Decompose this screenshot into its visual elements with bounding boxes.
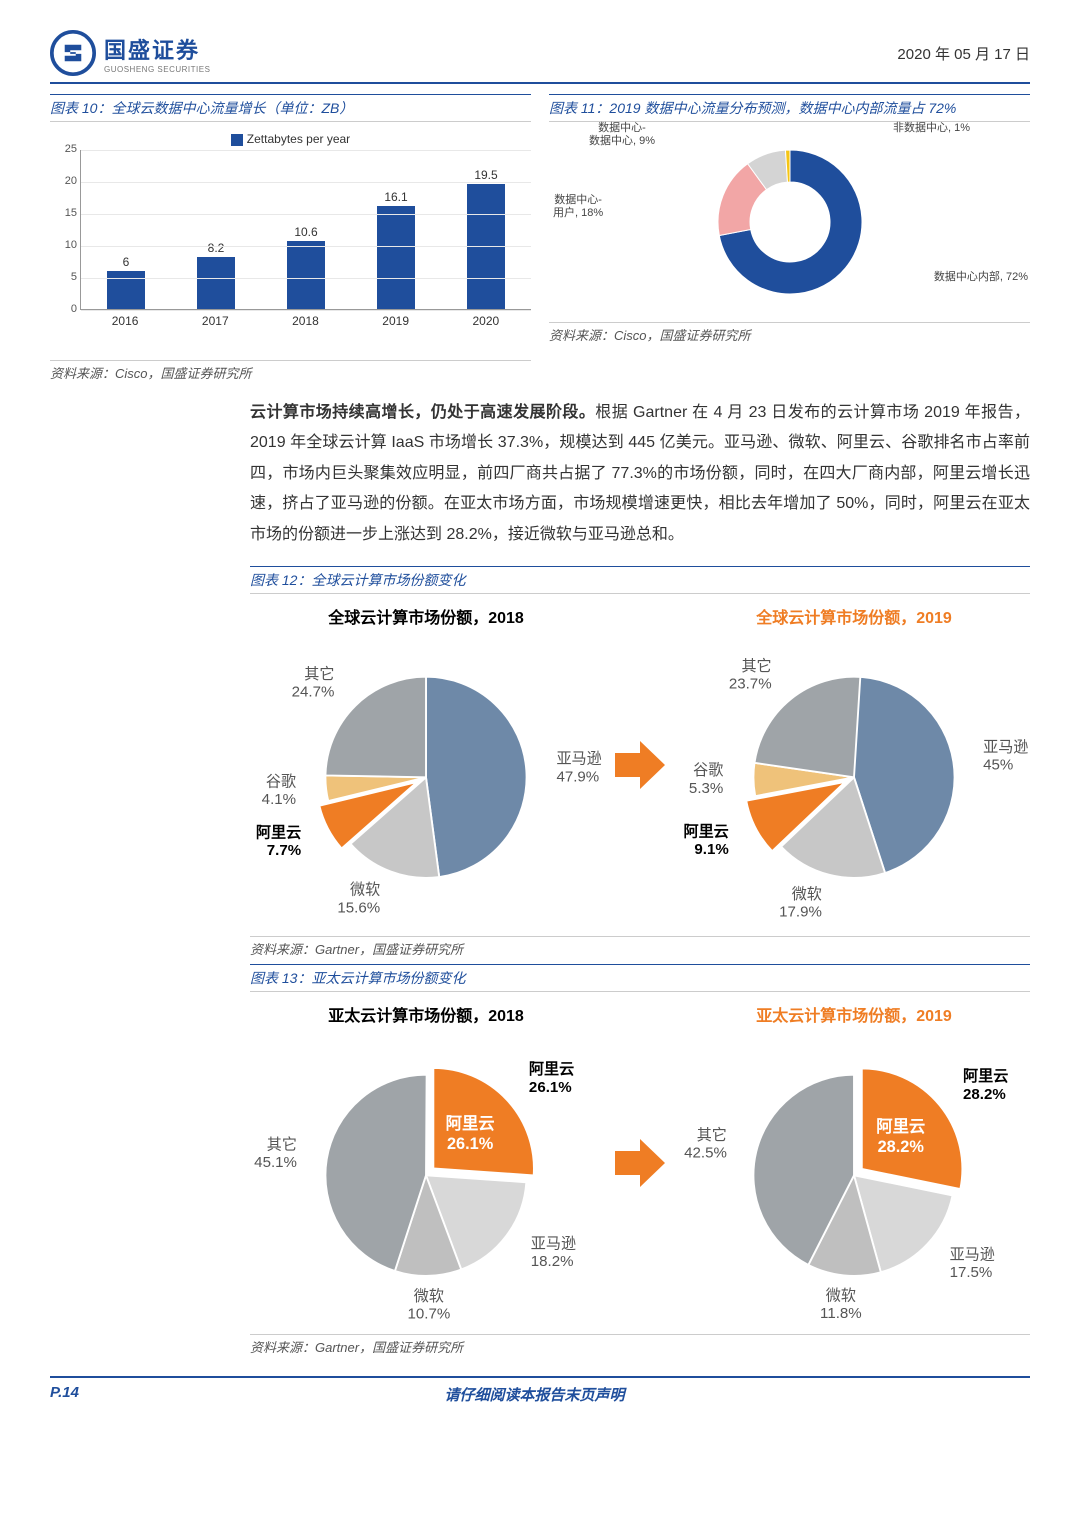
svg-text:9.1%: 9.1% xyxy=(694,841,729,858)
logo: 国盛证券 GUOSHENG SECURITIES xyxy=(50,30,210,76)
chart10: Zettabytes per year 051015202568.210.616… xyxy=(50,122,531,360)
svg-text:5.3%: 5.3% xyxy=(689,780,723,797)
svg-text:45%: 45% xyxy=(983,756,1013,773)
company-name-cn: 国盛证券 xyxy=(104,33,210,65)
svg-text:其它: 其它 xyxy=(697,1126,727,1144)
svg-text:谷歌: 谷歌 xyxy=(693,762,723,779)
svg-text:阿里云: 阿里云 xyxy=(876,1118,925,1136)
footer-notice: 请仔细阅读本报告末页声明 xyxy=(444,1384,624,1405)
svg-text:42.5%: 42.5% xyxy=(684,1144,727,1161)
chart10-source: 资料来源：Cisco，国盛证券研究所 xyxy=(50,360,531,382)
company-name-en: GUOSHENG SECURITIES xyxy=(104,65,210,74)
svg-text:24.7%: 24.7% xyxy=(292,684,335,701)
svg-text:微软: 微软 xyxy=(350,882,380,899)
svg-text:阿里云: 阿里云 xyxy=(963,1068,1008,1085)
chart11: 数据中心内部, 72%数据中心-用户, 18%数据中心-数据中心, 9%非数据中… xyxy=(549,122,1030,322)
svg-text:微软: 微软 xyxy=(792,886,822,903)
chart11-title: 图表 11：2019 数据中心流量分布预测，数据中心内部流量占 72% xyxy=(549,94,1030,122)
chart10-title: 图表 10：全球云数据中心流量增长（单位：ZB） xyxy=(50,94,531,122)
page-footer: P.14 请仔细阅读本报告末页声明 xyxy=(50,1376,1030,1411)
svg-text:微软: 微软 xyxy=(826,1287,856,1304)
svg-text:4.1%: 4.1% xyxy=(262,791,296,808)
chart12-title: 图表 12：全球云计算市场份额变化 xyxy=(250,566,1030,594)
svg-text:亚马逊: 亚马逊 xyxy=(983,739,1028,756)
svg-text:亚马逊: 亚马逊 xyxy=(950,1247,995,1264)
svg-text:26.1%: 26.1% xyxy=(529,1079,572,1096)
svg-text:47.9%: 47.9% xyxy=(556,768,599,785)
svg-text:11.8%: 11.8% xyxy=(820,1305,862,1321)
svg-text:阿里云: 阿里云 xyxy=(446,1115,495,1133)
body-paragraph: 云计算市场持续高增长，仍处于高速发展阶段。根据 Gartner 在 4 月 23… xyxy=(250,398,1030,550)
svg-text:17.5%: 17.5% xyxy=(950,1264,993,1281)
svg-text:阿里云: 阿里云 xyxy=(529,1061,574,1078)
chart10-legend: Zettabytes per year xyxy=(247,132,350,146)
chart13-source: 资料来源：Gartner，国盛证券研究所 xyxy=(250,1334,1030,1356)
svg-text:7.7%: 7.7% xyxy=(267,842,302,859)
paragraph-lead: 云计算市场持续高增长，仍处于高速发展阶段。 xyxy=(250,404,595,421)
svg-text:45.1%: 45.1% xyxy=(254,1154,297,1171)
svg-text:18.2%: 18.2% xyxy=(531,1253,574,1270)
chart12-source: 资料来源：Gartner，国盛证券研究所 xyxy=(250,936,1030,958)
svg-text:26.1%: 26.1% xyxy=(447,1135,494,1153)
svg-text:其它: 其它 xyxy=(741,657,771,675)
svg-text:23.7%: 23.7% xyxy=(729,675,772,692)
chart12: 全球云计算市场份额，2018亚马逊47.9%微软15.6%阿里云7.7%谷歌4.… xyxy=(250,594,1030,936)
chart13-title: 图表 13：亚太云计算市场份额变化 xyxy=(250,964,1030,992)
logo-icon xyxy=(50,30,96,76)
paragraph-text: 根据 Gartner 在 4 月 23 日发布的云计算市场 2019 年报告，2… xyxy=(250,404,1030,543)
svg-text:17.9%: 17.9% xyxy=(779,904,822,921)
svg-text:其它: 其它 xyxy=(304,665,334,683)
svg-text:10.7%: 10.7% xyxy=(407,1306,450,1322)
svg-text:阿里云: 阿里云 xyxy=(684,824,729,841)
svg-text:微软: 微软 xyxy=(414,1288,444,1305)
chart11-source: 资料来源：Cisco，国盛证券研究所 xyxy=(549,322,1030,344)
chart13: 亚太云计算市场份额，2018阿里云26.1%阿里云26.1%亚马逊18.2%微软… xyxy=(250,992,1030,1334)
svg-text:28.2%: 28.2% xyxy=(963,1086,1006,1103)
page-number: P.14 xyxy=(50,1384,79,1405)
svg-text:15.6%: 15.6% xyxy=(337,899,380,916)
page-header: 国盛证券 GUOSHENG SECURITIES 2020 年 05 月 17 … xyxy=(50,30,1030,84)
report-date: 2020 年 05 月 17 日 xyxy=(897,43,1030,64)
svg-text:亚马逊: 亚马逊 xyxy=(531,1236,576,1253)
svg-text:阿里云: 阿里云 xyxy=(256,824,301,841)
svg-text:亚马逊: 亚马逊 xyxy=(556,751,601,768)
svg-text:谷歌: 谷歌 xyxy=(266,774,296,791)
svg-text:其它: 其它 xyxy=(267,1136,297,1154)
svg-text:28.2%: 28.2% xyxy=(878,1138,925,1156)
